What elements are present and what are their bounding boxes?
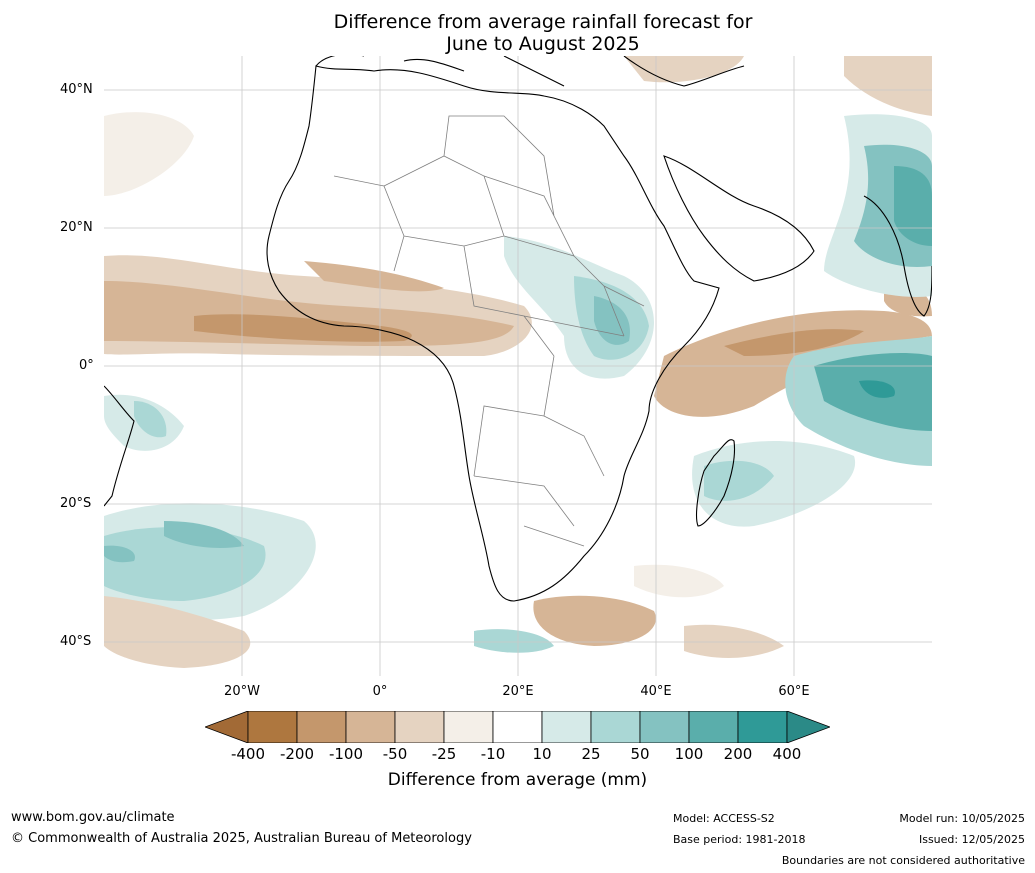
colorbar-swatch [737, 711, 788, 743]
colorbar-tick-label: 100 [674, 745, 704, 763]
x-tick-label: 60°E [778, 684, 810, 699]
footer-base-period: Base period: 1981-2018 [673, 833, 806, 846]
colorbar-title: Difference from average (mm) [387, 770, 648, 790]
anomaly-patches [104, 56, 932, 668]
x-tick-label: 20°W [224, 684, 260, 699]
colorbar-tick-label: -200 [279, 745, 315, 763]
colorbar-tick-label: -50 [382, 745, 408, 763]
colorbar-swatch [639, 711, 690, 743]
y-tick-label: 20°N [60, 220, 93, 235]
colorbar-swatch [296, 711, 347, 743]
x-tick-label: 0° [372, 684, 388, 699]
colorbar-tick-label: -10 [480, 745, 506, 763]
colorbar-tick-label: 10 [532, 745, 552, 763]
colorbar-tick-label: 50 [630, 745, 650, 763]
y-tick-label: 40°N [60, 82, 93, 97]
colorbar-tick-label: -25 [431, 745, 457, 763]
colorbar-tick-label: 400 [772, 745, 802, 763]
colorbar-tick-label: -400 [230, 745, 266, 763]
colorbar [205, 711, 830, 743]
colorbar-tick-label: -100 [328, 745, 364, 763]
colorbar-swatch [688, 711, 739, 743]
colorbar-swatch [541, 711, 592, 743]
colorbar-swatch [443, 711, 494, 743]
colorbar-extend-high [786, 711, 830, 743]
footer-website: www.bom.gov.au/climate [11, 810, 175, 825]
footer-disclaimer: Boundaries are not considered authoritat… [781, 854, 1025, 867]
india-coastline [863, 195, 932, 317]
y-tick-label: 40°S [60, 634, 92, 649]
colorbar-swatch [394, 711, 445, 743]
madagascar-coastline [695, 439, 736, 527]
map-title-line1: Difference from average rainfall forecas… [333, 11, 753, 33]
colorbar-swatch [345, 711, 396, 743]
colorbar-swatch [247, 711, 298, 743]
africa-coastline [266, 65, 720, 602]
graticule [104, 56, 932, 676]
y-tick-label: 0° [79, 358, 94, 373]
footer-model: Model: ACCESS-S2 [673, 812, 775, 825]
country-borders [333, 115, 645, 547]
y-tick-label: 20°S [60, 496, 92, 511]
x-tick-label: 40°E [640, 684, 672, 699]
colorbar-extend-low [205, 711, 249, 743]
footer-issued: Issued: 12/05/2025 [918, 833, 1025, 846]
footer-model-run: Model run: 10/05/2025 [899, 812, 1025, 825]
colorbar-tick-label: 200 [723, 745, 753, 763]
colorbar-swatch [492, 711, 543, 743]
coastlines [104, 56, 932, 602]
footer-copyright: © Commonwealth of Australia 2025, Austra… [11, 831, 472, 846]
x-tick-label: 20°E [502, 684, 534, 699]
rainfall-anomaly-map [104, 56, 932, 676]
colorbar-swatch [590, 711, 641, 743]
colorbar-tick-label: 25 [581, 745, 601, 763]
arabia-coastline [663, 155, 815, 282]
map-title-line2: June to August 2025 [446, 33, 640, 55]
